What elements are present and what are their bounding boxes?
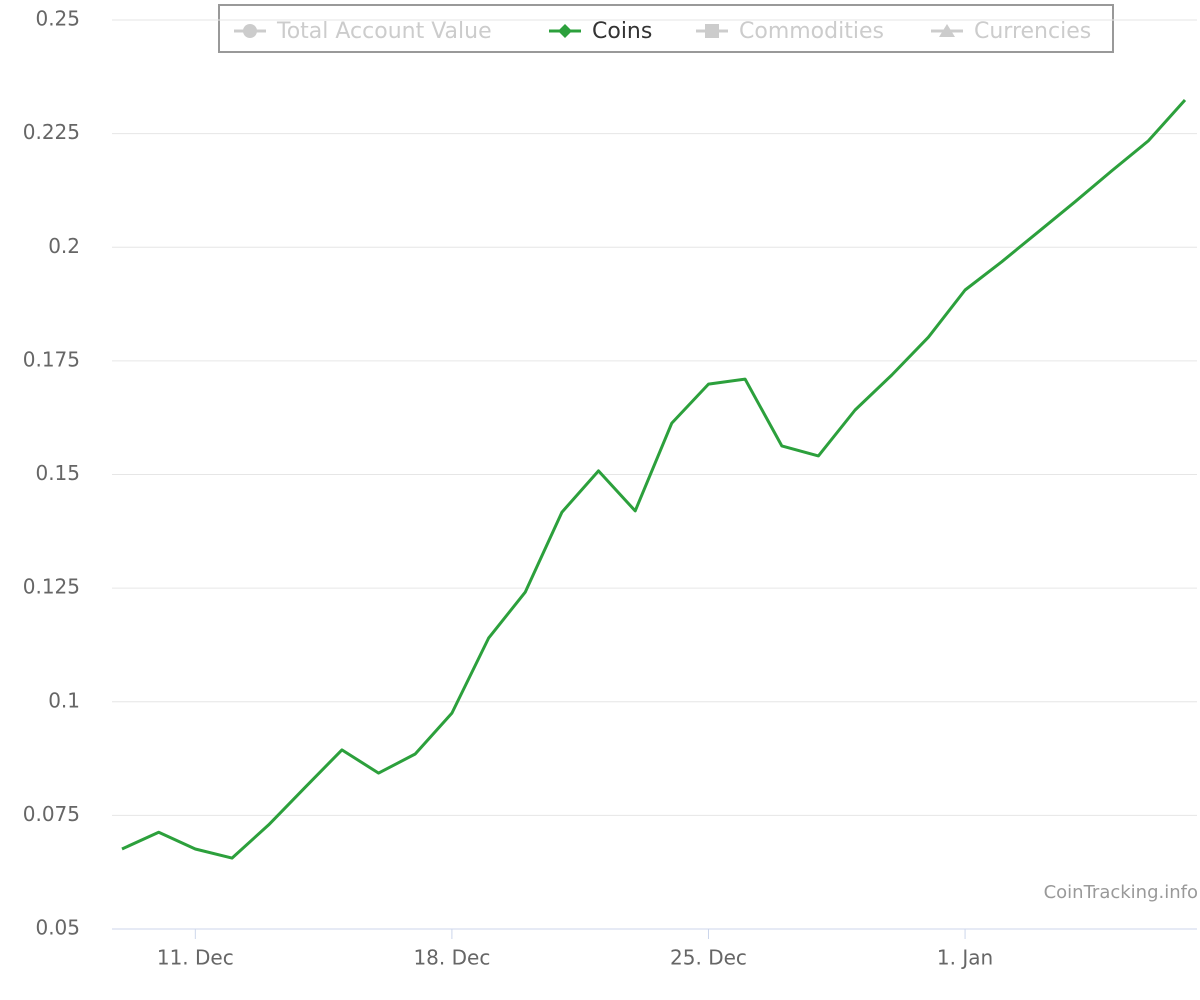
x-tick-label: 11. Dec: [157, 946, 234, 970]
y-tick-label: 0.2: [48, 234, 80, 258]
y-tick-label: 0.1: [48, 688, 80, 712]
y-tick-label: 0.175: [23, 347, 80, 371]
legend-symbol: [705, 24, 719, 38]
credits[interactable]: CoinTracking.info: [1044, 882, 1198, 903]
x-tick-label: 25. Dec: [670, 946, 747, 970]
y-tick-label: 0.125: [23, 575, 80, 599]
legend-symbol: [558, 24, 572, 38]
legend-item[interactable]: Coins: [592, 19, 652, 44]
y-tick-label: 0.225: [23, 120, 80, 144]
y-tick-label: 0.15: [35, 461, 80, 485]
x-tick-label: 18. Dec: [413, 946, 490, 970]
y-tick-label: 0.075: [23, 802, 80, 826]
legend-box: [218, 4, 1114, 53]
y-tick-label: 0.25: [35, 7, 80, 31]
series-line: [121, 98, 1187, 860]
legend-item[interactable]: Commodities: [739, 19, 884, 44]
y-tick-label: 0.05: [35, 916, 80, 940]
legend-item[interactable]: Total Account Value: [276, 19, 492, 44]
x-tick-label: 1. Jan: [937, 946, 993, 970]
legend-symbol: [939, 24, 955, 37]
legend-symbol: [243, 24, 257, 38]
legend-item[interactable]: Currencies: [974, 19, 1091, 44]
